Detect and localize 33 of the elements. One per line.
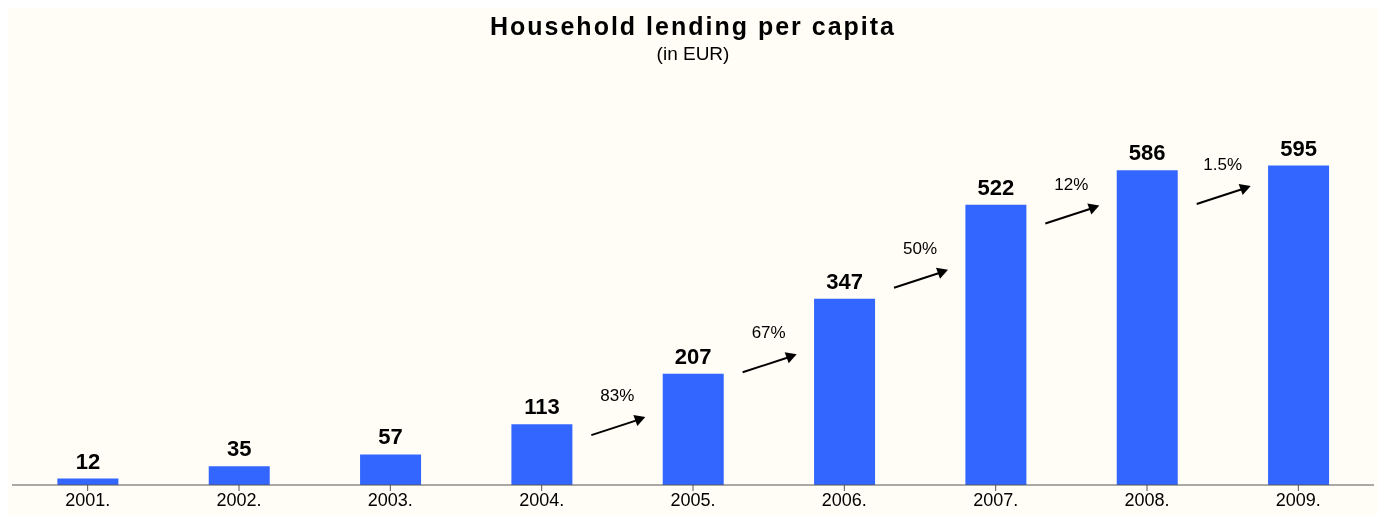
annotation: 50% [902, 238, 938, 258]
annotation: 12% [1054, 174, 1089, 194]
data-label: 595 [1280, 135, 1317, 161]
data-label: 586 [1128, 140, 1166, 166]
x-tick-label: 2007. [973, 489, 1019, 510]
bar [814, 298, 876, 485]
data-label: 347 [826, 268, 863, 294]
x-tick-label: 2002. [216, 489, 262, 510]
chart-title: Household lending per capita [488, 12, 897, 41]
bar [1268, 165, 1330, 485]
x-tick-label: 2004. [519, 489, 565, 510]
bar [511, 424, 573, 485]
x-tick-label: 2008. [1124, 489, 1170, 510]
annotation: 67% [751, 323, 786, 343]
bar [965, 204, 1027, 485]
x-tick-label: 2003. [367, 489, 413, 510]
data-label: 35 [226, 436, 252, 462]
data-label: 12 [75, 448, 101, 474]
x-tick-label: 2009. [1275, 489, 1321, 510]
bar [662, 373, 724, 485]
chart-subtitle: (in EUR) [655, 43, 731, 65]
annotation: 83% [600, 386, 635, 406]
annotation: 1.5% [1203, 154, 1243, 174]
bar [360, 454, 422, 485]
data-label: 57 [378, 424, 403, 450]
bar [1116, 170, 1178, 485]
x-tick-label: 2006. [821, 489, 867, 510]
data-label: 522 [977, 174, 1015, 200]
data-label: 113 [524, 394, 560, 420]
bar [208, 466, 270, 485]
data-label: 207 [674, 343, 712, 369]
x-tick-label: 2001. [65, 489, 111, 510]
x-tick-label: 2005. [670, 489, 716, 510]
